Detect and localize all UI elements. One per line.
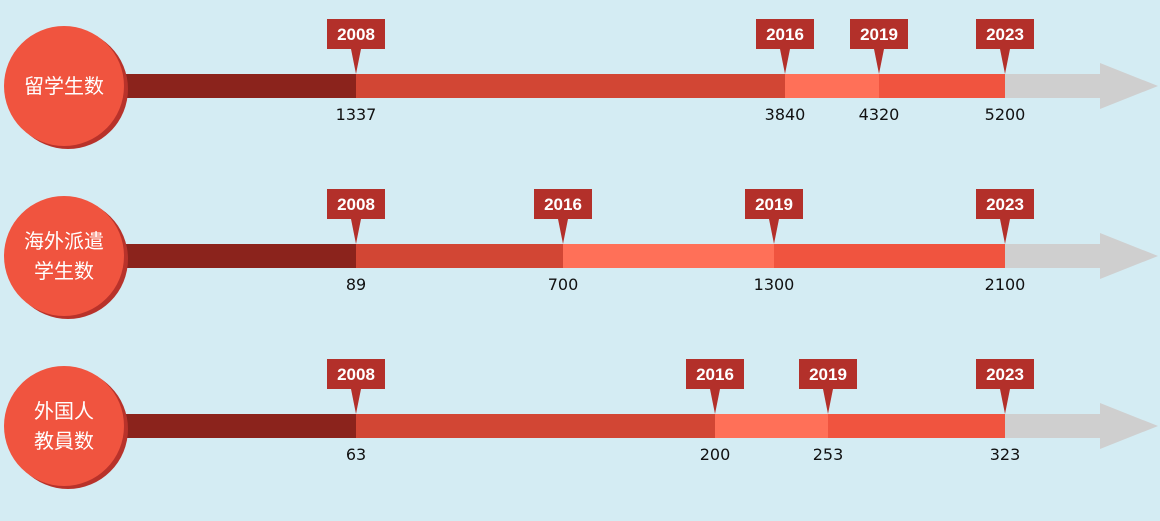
value-label: 253 <box>813 445 844 464</box>
year-label: 2008 <box>337 195 375 214</box>
year-label: 2016 <box>544 195 582 214</box>
year-label: 2019 <box>809 365 847 384</box>
year-label: 2008 <box>337 25 375 44</box>
row-label: 留学生数 <box>24 74 104 98</box>
value-label: 5200 <box>985 105 1026 124</box>
value-label: 89 <box>346 275 366 294</box>
value-label: 3840 <box>765 105 806 124</box>
year-label: 2023 <box>986 25 1024 44</box>
year-flag <box>327 19 385 49</box>
year-flag <box>976 189 1034 219</box>
year-flag <box>850 19 908 49</box>
year-label: 2016 <box>766 25 804 44</box>
row-circle <box>4 366 124 486</box>
year-flag-pointer <box>1000 389 1010 414</box>
bar-segment <box>110 414 356 438</box>
row-label: 外国人 <box>34 399 94 423</box>
row-circle <box>4 26 124 146</box>
year-flag-pointer <box>351 219 361 244</box>
arrow-head <box>1100 63 1158 109</box>
arrow-body <box>1004 244 1100 268</box>
value-label: 700 <box>548 275 579 294</box>
year-flag-pointer <box>710 389 720 414</box>
bar-segment <box>563 244 774 268</box>
year-flag-pointer <box>558 219 568 244</box>
year-flag-pointer <box>1000 49 1010 74</box>
year-label: 2016 <box>696 365 734 384</box>
value-label: 323 <box>990 445 1021 464</box>
year-flag-pointer <box>769 219 779 244</box>
year-flag <box>327 189 385 219</box>
year-label: 2019 <box>755 195 793 214</box>
bar-segment <box>356 74 785 98</box>
row-circle <box>4 196 124 316</box>
arrow-head <box>1100 403 1158 449</box>
year-flag <box>745 189 803 219</box>
year-flag <box>327 359 385 389</box>
bar-segment <box>715 414 828 438</box>
bar-segment <box>356 244 563 268</box>
year-flag-pointer <box>780 49 790 74</box>
row-label: 学生数 <box>34 259 94 283</box>
arrow-body <box>1004 74 1100 98</box>
bar-segment <box>110 244 356 268</box>
bar-segment <box>356 414 715 438</box>
bar-segment <box>879 74 1005 98</box>
value-label: 1300 <box>754 275 795 294</box>
year-label: 2023 <box>986 195 1024 214</box>
arrow-head <box>1100 233 1158 279</box>
value-label: 1337 <box>336 105 377 124</box>
year-label: 2008 <box>337 365 375 384</box>
year-flag <box>976 359 1034 389</box>
bar-segment <box>110 74 356 98</box>
timeline-row-1: 留学生数 2008 1337 2016 3840 2019 4320 2023 5200 <box>4 19 1158 149</box>
year-flag <box>756 19 814 49</box>
bar-segment <box>785 74 879 98</box>
year-label: 2019 <box>860 25 898 44</box>
year-label: 2023 <box>986 365 1024 384</box>
row-label: 海外派遣 <box>24 229 104 253</box>
value-label: 4320 <box>859 105 900 124</box>
arrow-body <box>1004 414 1100 438</box>
bar-segment <box>828 414 1005 438</box>
year-flag <box>799 359 857 389</box>
value-label: 200 <box>700 445 731 464</box>
year-flag-pointer <box>351 389 361 414</box>
year-flag <box>976 19 1034 49</box>
value-label: 2100 <box>985 275 1026 294</box>
year-flag-pointer <box>823 389 833 414</box>
year-flag-pointer <box>351 49 361 74</box>
year-flag-pointer <box>874 49 884 74</box>
bar-segment <box>774 244 1005 268</box>
year-flag <box>686 359 744 389</box>
row-label: 教員数 <box>34 429 94 453</box>
year-flag-pointer <box>1000 219 1010 244</box>
year-flag <box>534 189 592 219</box>
value-label: 63 <box>346 445 366 464</box>
